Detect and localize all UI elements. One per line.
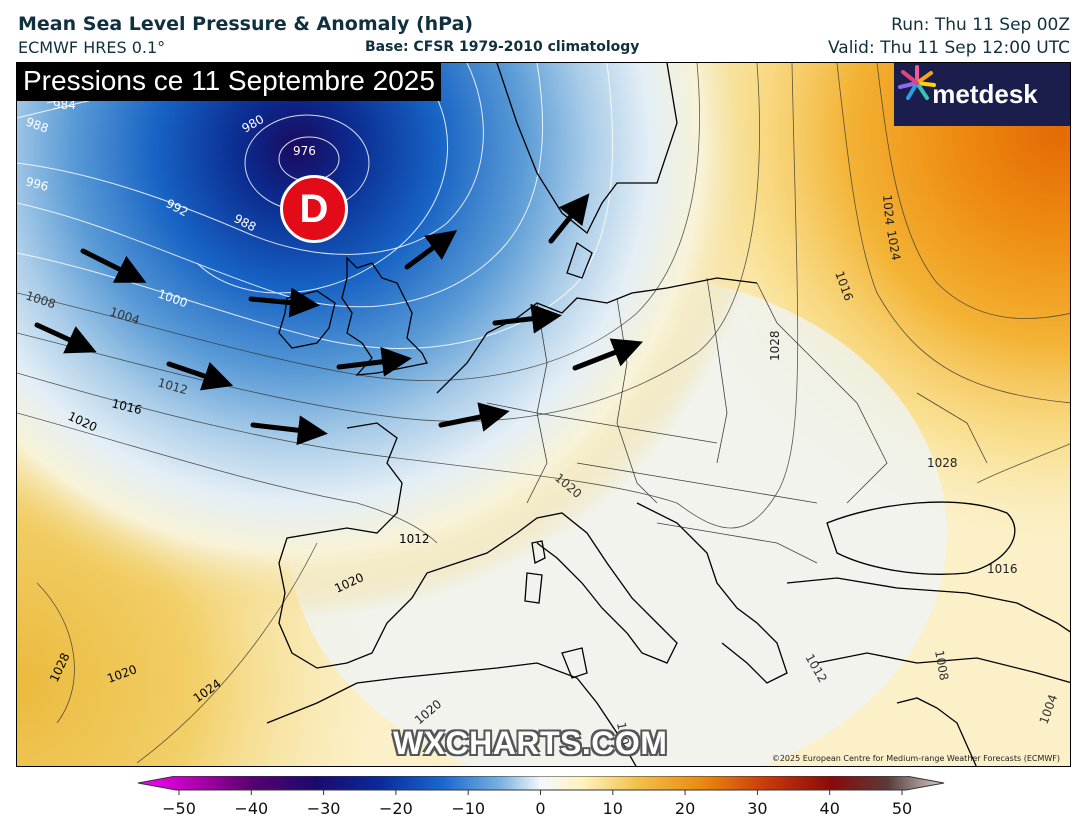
model-label: ECMWF HRES 0.1° — [18, 38, 166, 57]
colorbar-tick-label: −30 — [307, 799, 341, 818]
wind-arrow — [438, 402, 510, 432]
isobar-label: 1004 — [614, 721, 633, 754]
anomaly-colorbar: −50 −40 −30 −20 −10 0 10 20 30 40 50 — [137, 776, 945, 818]
wind-arrow — [250, 415, 328, 446]
wind-arrow — [404, 230, 458, 270]
isobar-label: 1016 — [987, 562, 1018, 576]
isobar-label: 1024 — [880, 194, 897, 226]
wind-arrow — [80, 248, 147, 283]
isobar-label: 1028 — [927, 456, 958, 470]
isobar-label: 1028 — [768, 330, 782, 361]
isobar-label: 1008 — [932, 649, 951, 682]
wind-arrow — [166, 361, 234, 391]
colorbar-tick-label: −10 — [451, 799, 485, 818]
colorbar-tick-label: −40 — [234, 799, 268, 818]
wind-arrows — [34, 193, 643, 446]
colorbar-tick-label: 20 — [675, 799, 695, 818]
logo-star-icon — [898, 65, 936, 100]
metdesk-logo: metdesk — [894, 63, 1070, 126]
colorbar-tick-label: 50 — [892, 799, 912, 818]
pressure-anomaly-map: 976 980 984 988 988 992 996 1000 1004 10… — [16, 62, 1071, 767]
wind-arrow — [336, 346, 412, 377]
borders — [486, 277, 988, 564]
wind-arrow — [248, 287, 320, 318]
colorbar-tick-label: 0 — [535, 799, 545, 818]
isobar-label: 1012 — [399, 532, 430, 546]
wind-arrow — [548, 193, 590, 244]
map-canvas: 976 980 984 988 988 992 996 1000 1004 10… — [17, 63, 1070, 766]
colorbar-tick-label: 30 — [747, 799, 767, 818]
isobar-label: 976 — [293, 144, 316, 158]
logo-text: metdesk — [932, 79, 1038, 109]
isobars-mid — [17, 63, 1070, 764]
colorbar-tick-label: −20 — [379, 799, 413, 818]
wind-arrow — [34, 322, 97, 354]
wxcharts-watermark: WXCHARTS.COM — [393, 725, 668, 761]
wind-arrow — [572, 338, 643, 371]
climatology-base-label: Base: CFSR 1979-2010 climatology — [365, 39, 640, 55]
run-time-label: Run: Thu 11 Sep 00Z — [891, 15, 1070, 35]
isobar-label: 1024 — [884, 229, 903, 262]
colorbar-tick-label: 40 — [820, 799, 840, 818]
colorbar-strip — [137, 776, 945, 791]
colorbar-ticks: −50 −40 −30 −20 −10 0 10 20 30 40 50 — [162, 790, 912, 818]
isobar-label: 996 — [24, 174, 50, 193]
overlay-title: Pressions ce 11 Septembre 2025 — [17, 63, 441, 101]
low-pressure-marker: D — [280, 175, 348, 243]
chart-title: Mean Sea Level Pressure & Anomaly (hPa) — [18, 13, 474, 35]
isobar-label: 984 — [53, 98, 76, 112]
colorbar-tick-label: −50 — [162, 799, 196, 818]
copyright-notice: ©2025 European Centre for Medium-range W… — [771, 754, 1060, 763]
valid-time-label: Valid: Thu 11 Sep 12:00 UTC — [827, 38, 1070, 58]
colorbar-tick-label: 10 — [603, 799, 623, 818]
wind-arrow — [492, 303, 562, 334]
